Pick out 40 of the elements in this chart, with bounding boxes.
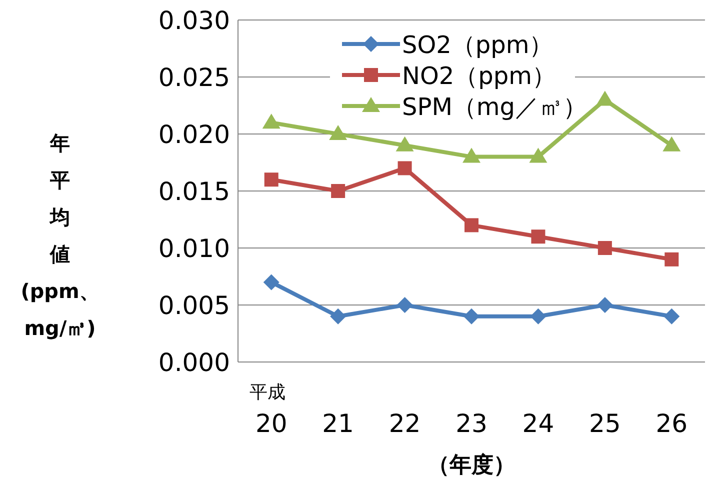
legend-label: SO2（ppm）: [402, 31, 554, 59]
point: [329, 125, 348, 140]
point: [464, 308, 480, 324]
y-tick-label: 0.015: [158, 177, 230, 206]
x-tick-label: 平成 20: [249, 382, 288, 438]
point: [664, 252, 679, 266]
y-tick-label: 0.025: [158, 63, 230, 92]
point: [464, 218, 478, 232]
point: [598, 241, 612, 255]
point: [530, 308, 546, 324]
y-tick-label: 0.000: [158, 348, 230, 377]
legend-label: NO2（ppm）: [402, 62, 556, 90]
y-tick-label: 0.010: [158, 234, 230, 263]
point: [331, 184, 346, 198]
y-tick-label: 0.005: [158, 291, 230, 320]
point: [396, 136, 414, 152]
x-tick-label: 21: [322, 409, 354, 438]
point: [396, 297, 413, 313]
point: [596, 297, 613, 313]
x-tick-label: 23: [456, 409, 488, 438]
point: [531, 230, 546, 244]
point: [529, 148, 548, 163]
x-axis-title: （年度）: [428, 452, 516, 478]
point: [596, 90, 614, 106]
point: [398, 161, 412, 176]
x-tick-label: 24: [522, 409, 554, 438]
point: [263, 274, 280, 290]
point: [662, 136, 681, 152]
point: [330, 308, 346, 324]
y-axis-title: 年平均値(ppm、mg/㎥): [20, 131, 100, 340]
x-tick-label: 22: [388, 409, 421, 438]
point: [262, 114, 280, 129]
y-tick-label: 0.030: [158, 6, 230, 35]
y-tick-label: 0.020: [158, 120, 230, 149]
point: [462, 148, 480, 163]
legend-label: SPM（mg／㎥）: [402, 93, 588, 121]
x-tick-label: 26: [656, 409, 688, 438]
point: [664, 308, 680, 324]
x-tick-label: 25: [589, 409, 621, 438]
point: [264, 172, 278, 187]
